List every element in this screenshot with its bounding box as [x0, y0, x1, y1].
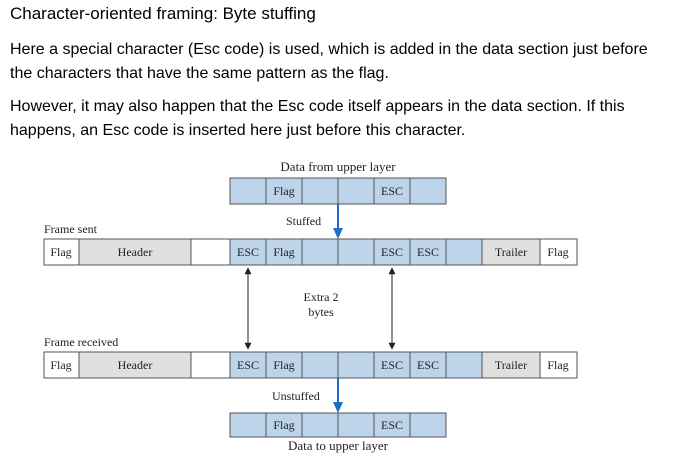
sent-trailer: Trailer [495, 245, 527, 259]
data-to-upper-layer-caption: Data to upper layer [288, 438, 389, 453]
extra-bytes-label-line1: Extra 2 [304, 290, 339, 304]
paragraph-escape-of-escape: However, it may also happen that the Esc… [10, 98, 625, 139]
recv-start-flag: Flag [50, 358, 71, 372]
sent-data-esc: ESC [417, 245, 439, 259]
sent-end-flag: Flag [547, 245, 568, 259]
frame-sent: Flag Header ESC Flag ESC ESC Trailer Fla… [43, 238, 578, 266]
sent-start-flag: Flag [50, 245, 71, 259]
data-from-upper-layer-caption: Data from upper layer [280, 159, 396, 174]
sent-data-flag: Flag [273, 245, 294, 259]
unstuffed-arrow-head [333, 402, 343, 413]
frame-received-label: Frame received [44, 335, 118, 349]
paragraph-escape-definition: Here a special character (Esc code) is u… [10, 41, 648, 82]
sent-header: Header [118, 245, 153, 259]
stuffed-label: Stuffed [286, 214, 321, 228]
sent-inserted-esc-2: ESC [381, 245, 403, 259]
recv-data-esc: ESC [417, 358, 439, 372]
frame-received: Flag Header ESC Flag ESC ESC Trailer Fla… [43, 351, 578, 379]
recv-end-flag: Flag [547, 358, 568, 372]
recv-header: Header [118, 358, 153, 372]
frame-sent-label: Frame sent [44, 222, 98, 236]
sent-inserted-esc-1: ESC [237, 245, 259, 259]
lower-esc-byte: ESC [381, 418, 403, 432]
extra-bytes-label-line2: bytes [308, 305, 334, 319]
recv-trailer: Trailer [495, 358, 527, 372]
upper-data-unit: Flag ESC [229, 177, 447, 205]
lower-data-unit: Flag ESC [229, 412, 447, 438]
upper-flag-byte: Flag [273, 184, 294, 198]
upper-esc-byte: ESC [381, 184, 403, 198]
unstuffed-label: Unstuffed [272, 389, 320, 403]
recv-data-flag: Flag [273, 358, 294, 372]
lower-flag-byte: Flag [273, 418, 294, 432]
recv-inserted-esc-1: ESC [237, 358, 259, 372]
stuffed-arrow-head [333, 228, 343, 239]
recv-inserted-esc-2: ESC [381, 358, 403, 372]
slide-title: Character-oriented framing: Byte stuffin… [10, 4, 316, 23]
